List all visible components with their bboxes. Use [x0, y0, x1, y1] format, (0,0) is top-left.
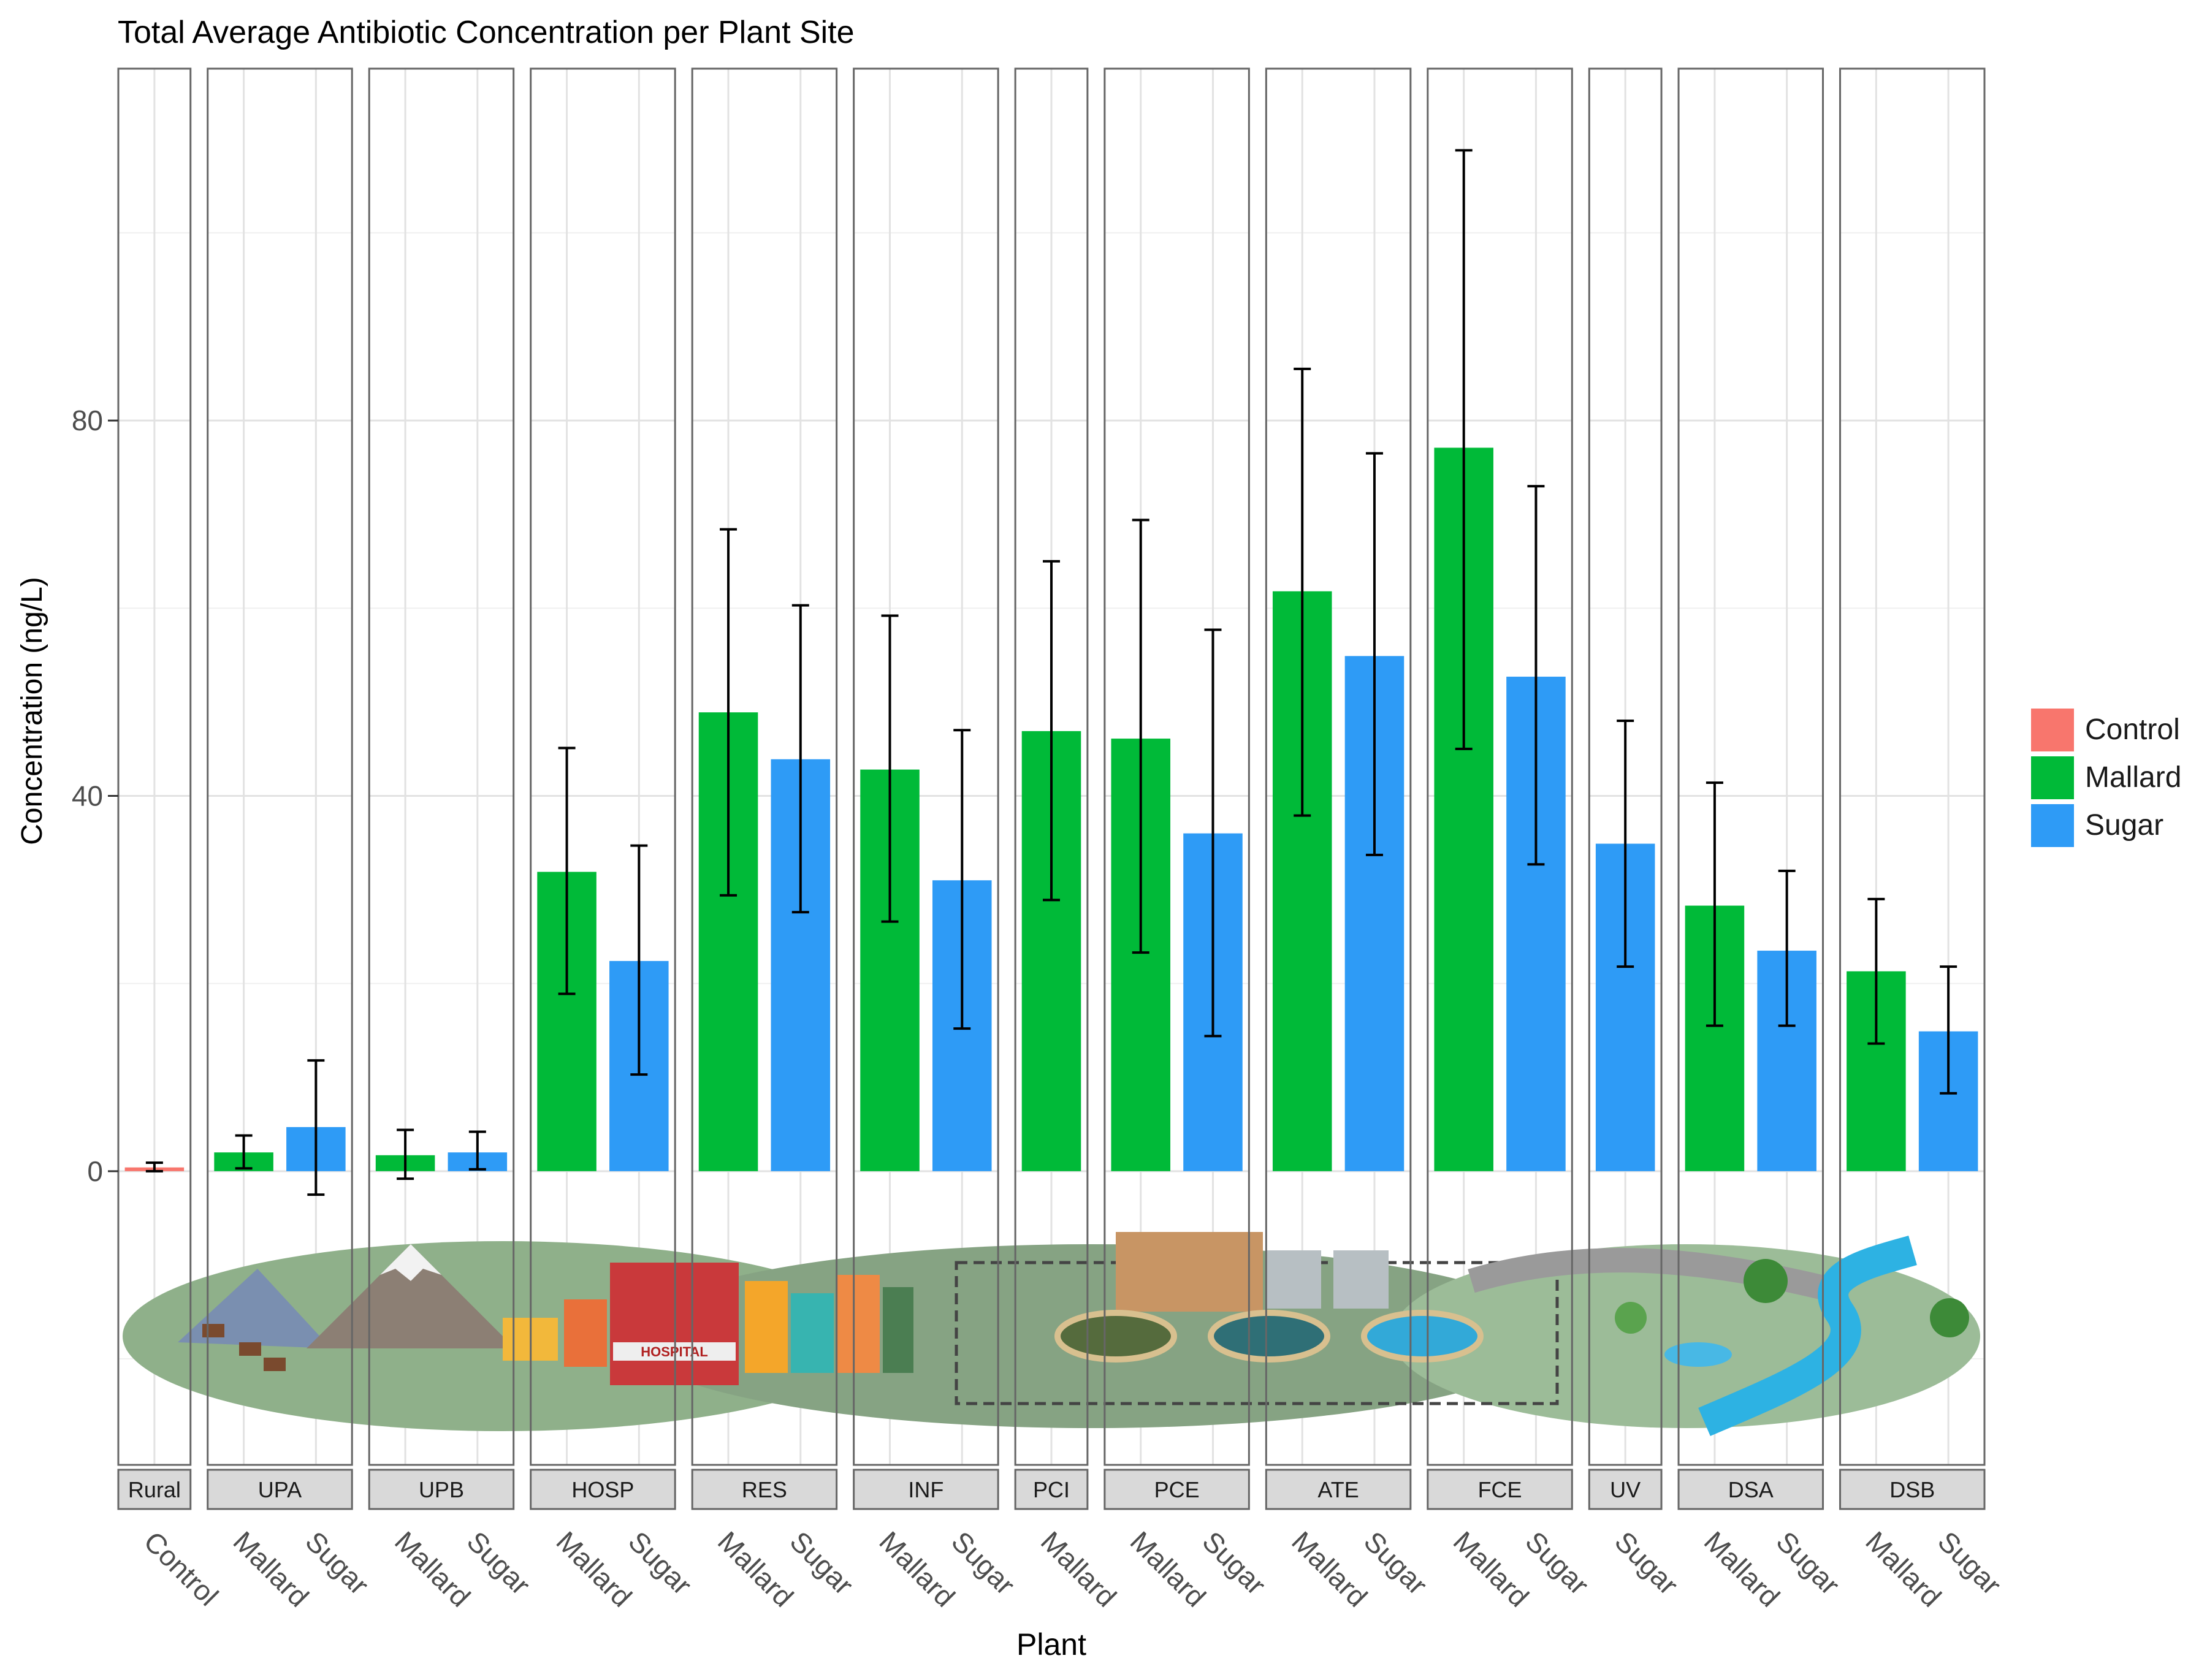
facet-strip [1677, 1469, 1824, 1510]
fountain-icon [1664, 1342, 1732, 1367]
house-icon [837, 1275, 880, 1373]
panel-border [1265, 67, 1412, 1466]
facet-strip [368, 1469, 515, 1510]
x-tick-label: Mallard [1698, 1525, 1786, 1613]
x-tick-label: Mallard [712, 1525, 799, 1613]
panel-border [1839, 67, 1986, 1466]
storage-tank-icon [1266, 1250, 1321, 1309]
treatment-basin-icon [1054, 1310, 1177, 1363]
facet-strip [207, 1469, 353, 1510]
facet-strip-label: FCE [1478, 1477, 1522, 1502]
facet-strip-label: HOSP [571, 1477, 634, 1502]
legend-swatch [2031, 804, 2074, 847]
facet-strip [1014, 1469, 1089, 1510]
facet-strip-label: Rural [128, 1477, 181, 1502]
x-tick-label: Mallard [1124, 1525, 1212, 1613]
facet-strip [1839, 1469, 1986, 1510]
facet-strip [530, 1469, 676, 1510]
facet-strip [691, 1469, 838, 1510]
house-icon [791, 1293, 834, 1373]
facet-strip-label: PCI [1033, 1477, 1070, 1502]
x-tick-label: Mallard [1035, 1525, 1123, 1613]
panel-border [1677, 67, 1824, 1466]
facet-strip [1265, 1469, 1412, 1510]
x-tick-label: Mallard [873, 1525, 961, 1613]
panel-border [853, 67, 999, 1466]
factory-building-icon [1116, 1232, 1263, 1312]
chart-title: Total Average Antibiotic Concentration p… [118, 15, 855, 50]
facet-strip [853, 1469, 999, 1510]
x-tick-label: Mallard [389, 1525, 476, 1613]
x-tick-label: Control [138, 1525, 225, 1612]
legend-label: Control [2085, 713, 2180, 746]
tree-icon [1744, 1259, 1788, 1303]
x-tick-label: Mallard [550, 1525, 638, 1613]
cow-icon [264, 1358, 286, 1371]
cow-icon [239, 1342, 261, 1356]
x-tick-label: Sugar [1609, 1525, 1685, 1601]
facet-strip-label: UV [1610, 1477, 1641, 1502]
panel-border [1104, 67, 1250, 1466]
house-icon [745, 1281, 788, 1373]
y-axis: 0 40 80 [72, 405, 118, 1187]
x-tick-label: Mallard [1447, 1525, 1535, 1613]
x-tick-label: Mallard [227, 1525, 315, 1613]
facet-strip [1104, 1469, 1250, 1510]
legend-swatch [2031, 756, 2074, 799]
river-icon [1698, 1235, 1917, 1436]
house-icon [883, 1287, 913, 1373]
legend-swatch [2031, 709, 2074, 751]
facet-strip-label: DSA [1728, 1477, 1774, 1502]
y-tick-label: 80 [72, 405, 103, 436]
x-axis-label: Plant [1016, 1627, 1086, 1662]
panel-border [117, 67, 192, 1466]
facet-strip-label: UPA [258, 1477, 302, 1502]
panel-border [1588, 67, 1663, 1466]
x-tick-label: Mallard [1859, 1525, 1947, 1613]
landscape-illustration: HOSPITAL [123, 1232, 1980, 1436]
facet-strip-label: ATE [1317, 1477, 1359, 1502]
panel-border [368, 67, 515, 1466]
mountain-icon [307, 1244, 515, 1348]
facet-strip [1588, 1469, 1663, 1510]
legend-label: Sugar [2085, 809, 2163, 842]
treatment-basin-icon [1208, 1310, 1330, 1363]
legend-label: Mallard [2085, 761, 2181, 794]
mountain-snow-icon [380, 1244, 441, 1281]
y-axis-label: Concentration (ng/L) [16, 577, 48, 845]
panel-border [207, 67, 353, 1466]
facet-strip-label: RES [742, 1477, 787, 1502]
facet-strip-label: INF [908, 1477, 943, 1502]
facet-strip-label: DSB [1889, 1477, 1935, 1502]
legend: Control Mallard Sugar [2031, 709, 2181, 847]
storage-tank-icon [1333, 1250, 1389, 1309]
treatment-basin-icon [1361, 1310, 1484, 1363]
panel-border [530, 67, 676, 1466]
house-icon [564, 1299, 607, 1367]
facet-strip-label: UPB [419, 1477, 464, 1502]
panel-border [1427, 67, 1573, 1466]
y-tick-label: 40 [72, 780, 103, 811]
facet-strip-label: PCE [1154, 1477, 1200, 1502]
panel-border [1014, 67, 1089, 1466]
facet-strip [1427, 1469, 1573, 1510]
panel-border [691, 67, 838, 1466]
facet-strip [117, 1469, 192, 1510]
y-tick-label: 0 [87, 1155, 103, 1187]
tree-icon [1615, 1302, 1647, 1334]
x-tick-label: Mallard [1286, 1525, 1373, 1613]
tree-icon [1930, 1298, 1969, 1337]
cow-icon [202, 1324, 224, 1337]
